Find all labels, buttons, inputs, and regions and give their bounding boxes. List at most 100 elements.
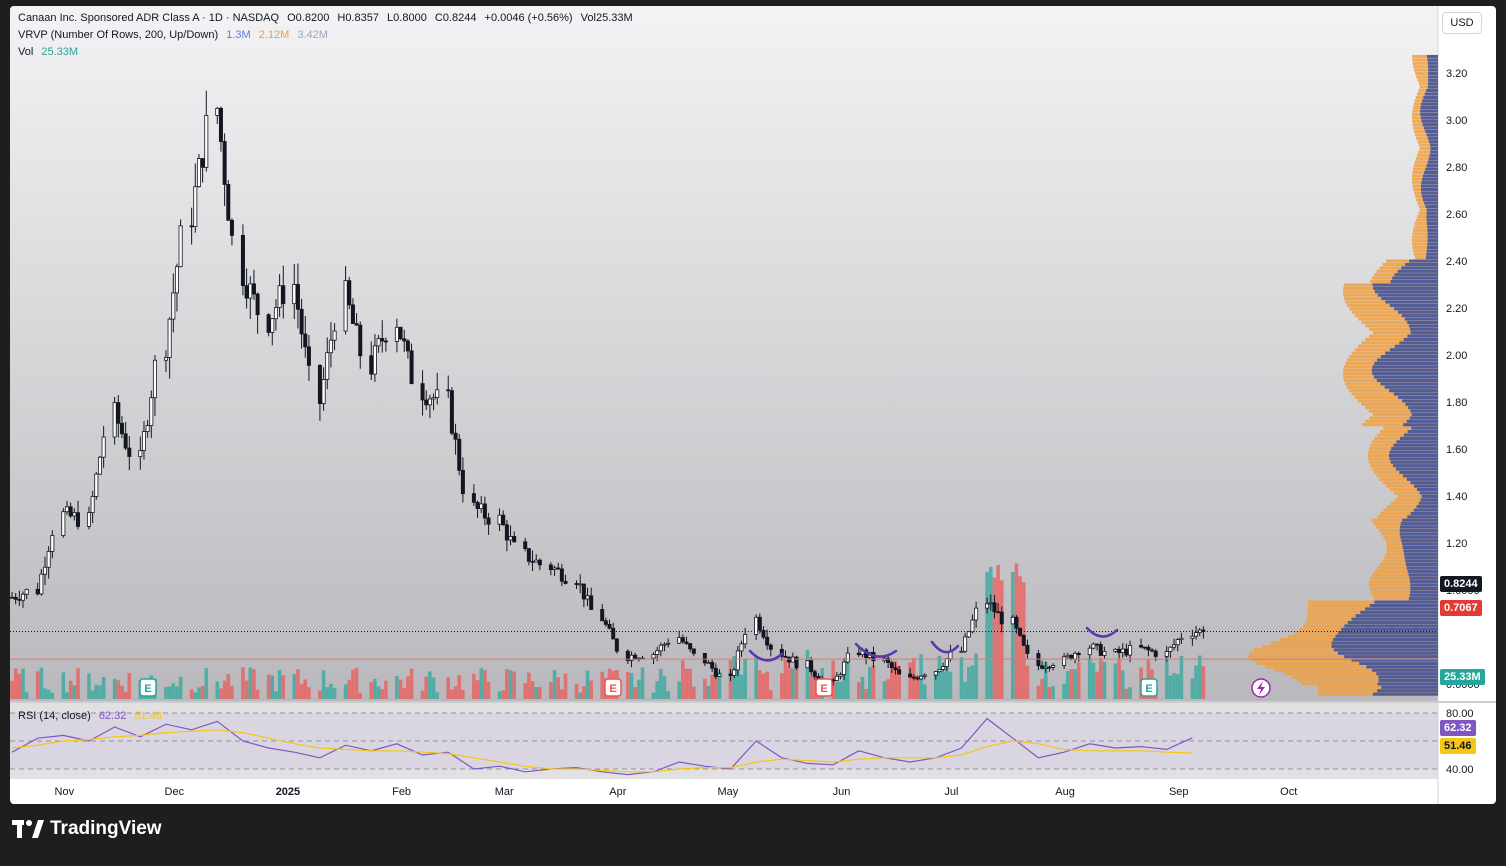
candle-body xyxy=(600,609,605,622)
volume-bar xyxy=(1194,665,1198,699)
volume-bar xyxy=(937,655,942,699)
vp-row-up xyxy=(1427,235,1438,239)
candle-body xyxy=(475,501,480,509)
vp-row-up xyxy=(1351,658,1438,662)
chart-canvas[interactable]: 3.403.203.002.802.602.402.202.001.801.60… xyxy=(10,6,1496,804)
volume-bar xyxy=(959,657,964,699)
vp-row-down xyxy=(1415,157,1438,161)
vp-row-up xyxy=(1392,276,1438,280)
candle-body xyxy=(999,611,1004,625)
vp-row-up xyxy=(1404,552,1438,556)
volume-bar xyxy=(127,673,132,699)
x-tick-label: Dec xyxy=(165,786,185,798)
candle-body xyxy=(471,493,476,503)
vp-row-up xyxy=(1377,682,1438,686)
vp-row-down xyxy=(1361,423,1438,427)
vp-row-up xyxy=(1429,140,1438,144)
tradingview-logo[interactable]: TradingView xyxy=(12,818,162,840)
vp-row-up xyxy=(1410,331,1438,335)
candle-body xyxy=(732,669,737,676)
vp-row-down xyxy=(1372,573,1438,577)
vp-row-up xyxy=(1425,167,1438,171)
vp-row-up xyxy=(1371,368,1438,372)
vp-row-down xyxy=(1418,143,1438,147)
volume-bar xyxy=(688,668,692,699)
poc-price-badge: 0.7067 xyxy=(1440,600,1482,616)
volume-bar xyxy=(303,679,308,699)
volume-bar xyxy=(970,665,975,699)
vp-row-down xyxy=(1415,71,1438,76)
vp-row-up xyxy=(1331,644,1438,648)
candle-body xyxy=(277,285,282,308)
vp-row-up xyxy=(1399,525,1438,529)
vp-row-up xyxy=(1426,215,1438,219)
candle-body xyxy=(20,593,25,601)
earnings-marker-frame xyxy=(139,678,157,697)
vp-row-up xyxy=(1404,317,1438,321)
currency-button[interactable]: USD xyxy=(1442,12,1482,34)
candle-body xyxy=(1153,650,1158,657)
volume-bar xyxy=(871,665,876,699)
vp-row-down xyxy=(1369,334,1438,338)
candle-body xyxy=(163,357,168,361)
candle-body xyxy=(941,666,946,670)
volume-bar xyxy=(523,683,528,699)
y-tick-label: 1.40 xyxy=(1446,491,1467,503)
candle-body xyxy=(1051,664,1056,668)
candle-body xyxy=(985,603,990,609)
candle-body xyxy=(292,284,297,305)
vp-row-up xyxy=(1405,262,1438,267)
candle-body xyxy=(39,573,44,595)
volume-bar xyxy=(813,669,817,699)
symbol-title[interactable]: Canaan Inc. Sponsored ADR Class A · 1D ·… xyxy=(18,12,280,24)
vol-label: Vol xyxy=(18,46,34,58)
y-tick-label: 1.20 xyxy=(1446,538,1467,550)
earnings-marker: E xyxy=(815,678,833,697)
vp-row-up xyxy=(1406,477,1438,481)
candle-body xyxy=(1113,648,1118,652)
candle-body xyxy=(552,567,557,571)
volume-bar xyxy=(292,674,297,699)
vp-row-up xyxy=(1399,528,1438,533)
vrvp-legend[interactable]: VRVP (Number Of Rows, 200, Up/Down) 1.3M… xyxy=(18,29,333,41)
candle-body xyxy=(911,676,916,679)
volume-bar xyxy=(219,688,223,699)
volume-bar xyxy=(963,681,967,699)
candle-body xyxy=(783,655,788,658)
volume-bar xyxy=(329,683,333,699)
candle-body xyxy=(248,283,253,299)
candle-body xyxy=(743,634,748,645)
candle-body xyxy=(42,566,47,575)
vp-row-up xyxy=(1376,672,1438,676)
vp-row-up xyxy=(1426,249,1438,253)
vp-row-up xyxy=(1393,443,1438,447)
volume-bar xyxy=(175,686,179,699)
volume-bar xyxy=(351,669,355,699)
volume-bar xyxy=(867,666,872,699)
y-tick-label: 2.20 xyxy=(1446,303,1467,315)
volume-bar xyxy=(655,681,659,699)
candle-body xyxy=(453,432,458,440)
volume-bar xyxy=(65,692,69,699)
vp-row-up xyxy=(1401,266,1438,270)
rsi-legend[interactable]: RSI (14, close) 62.32 51.46 xyxy=(18,710,167,722)
candle-body xyxy=(611,627,616,640)
vol-legend[interactable]: Vol 25.33M xyxy=(18,46,83,58)
vp-row-up xyxy=(1416,487,1438,492)
candle-body xyxy=(1095,643,1100,646)
rsi-line xyxy=(11,717,1193,776)
candle-body xyxy=(1014,616,1019,629)
volume-bar xyxy=(1102,661,1107,699)
vp-row-up xyxy=(1409,416,1438,420)
candle-body xyxy=(1102,651,1107,656)
vp-row-up xyxy=(1395,467,1438,471)
vp-row-up xyxy=(1426,208,1438,212)
candle-body xyxy=(717,673,722,677)
candle-body xyxy=(24,588,29,595)
candle-body xyxy=(101,436,106,458)
candle-body xyxy=(559,568,564,582)
vp-row-down xyxy=(1414,160,1438,164)
candle-body xyxy=(988,602,993,605)
vp-row-up xyxy=(1426,252,1438,256)
candle-body xyxy=(710,661,715,669)
